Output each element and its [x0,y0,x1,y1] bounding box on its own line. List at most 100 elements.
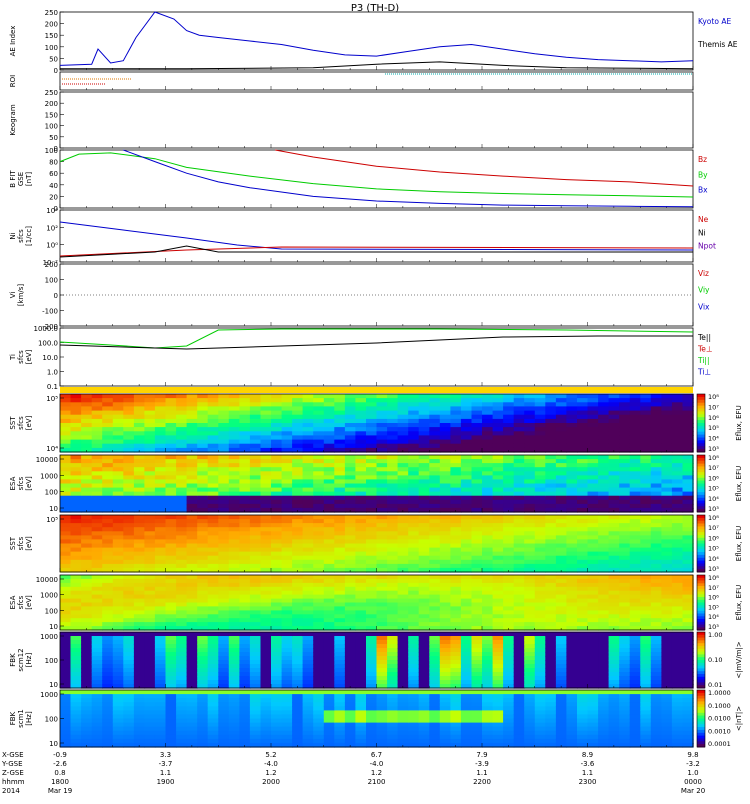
heatmap-cell [261,435,272,440]
heatmap-cell [271,564,282,569]
heatmap-cell [282,652,293,657]
heatmap-cell [355,610,366,615]
heatmap-cell [292,398,303,403]
colorbar-label: <|mV/m|> [735,641,743,678]
heatmap-cell [672,535,683,540]
heatmap-cell [197,618,208,623]
heatmap-cell [472,610,483,615]
heatmap-cell [566,539,577,544]
heatmap-cell [166,531,177,536]
heatmap-cell [535,632,546,637]
heatmap-cell [556,680,567,685]
heatmap-cell [609,648,620,653]
heatmap-cell [429,556,440,561]
heatmap-cell [303,583,314,588]
heatmap-cell [661,539,672,544]
heatmap-cell [92,710,103,715]
heatmap-cell [619,680,630,685]
heatmap-cell [619,544,630,549]
heatmap-cell [619,660,630,665]
heatmap-cell [503,435,514,440]
heatmap-cell [134,560,145,565]
heatmap-cell [155,660,166,665]
heatmap-cell [250,484,261,489]
heatmap-cell [187,492,198,497]
heatmap-cell [303,610,314,615]
heatmap-cell [123,652,134,657]
heatmap-cell [556,618,567,623]
heatmap-cell [176,735,187,740]
heatmap-cell [366,610,377,615]
heatmap-cell [440,411,451,416]
heatmap-cell [661,548,672,553]
heatmap-cell [640,618,651,623]
heatmap-cell [524,415,535,420]
heatmap-cell [218,492,229,497]
heatmap-cell [683,519,694,524]
heatmap-cell [408,564,419,569]
heatmap-cell [71,527,82,532]
heatmap-cell [588,583,599,588]
heatmap-cell [313,406,324,411]
heatmap-cell [197,579,208,584]
heatmap-cell [556,591,567,596]
heatmap-cell [176,515,187,520]
heatmap-cell [144,527,155,532]
heatmap-cell [250,583,261,588]
heatmap-cell [92,475,103,480]
heatmap-cell [408,479,419,484]
heatmap-cell [303,564,314,569]
heatmap-cell [166,564,177,569]
heatmap-cell [514,676,525,681]
heatmap-cell [197,564,208,569]
heatmap-cell [250,411,261,416]
heatmap-cell [672,488,683,493]
heatmap-cell [166,500,177,505]
heatmap-cell [81,610,92,615]
heatmap-cell [155,539,166,544]
heatmap-cell [324,444,335,449]
heatmap-cell [619,564,630,569]
heatmap-cell [683,479,694,484]
heatmap-cell [324,527,335,532]
heatmap-cell [619,632,630,637]
heatmap-cell [313,575,324,580]
heatmap-cell [683,415,694,420]
heatmap-cell [419,479,430,484]
heatmap-cell [334,564,345,569]
colorbar-swatch [697,461,705,464]
heatmap-cell [588,579,599,584]
heatmap-cell [503,595,514,600]
heatmap-cell [166,519,177,524]
y-tick-label: 100 [45,607,58,615]
heatmap-cell [250,427,261,432]
heatmap-cell [197,714,208,719]
heatmap-cell [514,656,525,661]
heatmap-cell [408,394,419,399]
heatmap-cell [261,423,272,428]
heatmap-cell [535,587,546,592]
heatmap-cell [387,622,398,627]
heatmap-cell [250,587,261,592]
heatmap-cell [524,459,535,464]
heatmap-cell [229,622,240,627]
heatmap-cell [92,698,103,703]
heatmap-cell [313,544,324,549]
heatmap-cell [450,402,461,407]
heatmap-cell [524,444,535,449]
colorbar-swatch [697,495,705,498]
heatmap-cell [672,648,683,653]
heatmap-cell [588,402,599,407]
heatmap-cell [535,467,546,472]
heatmap-cell [366,548,377,553]
heatmap-cell [524,614,535,619]
panel-ylabel: sfcs [17,595,25,609]
heatmap-cell [482,527,493,532]
heatmap-cell [366,544,377,549]
heatmap-cell [619,614,630,619]
heatmap-cell [355,527,366,532]
heatmap-cell [566,455,577,460]
heatmap-cell [619,440,630,445]
heatmap-cell [166,694,177,699]
heatmap-cell [229,652,240,657]
